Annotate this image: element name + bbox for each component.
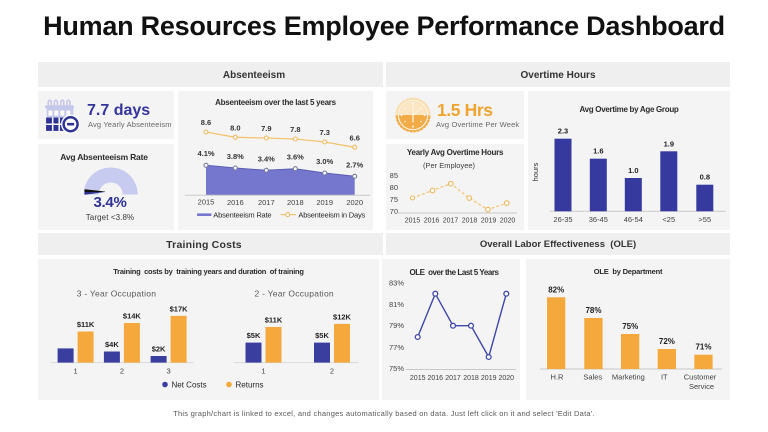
svg-text:2015: 2015 xyxy=(405,218,421,225)
svg-text:26-35: 26-35 xyxy=(553,215,572,224)
svg-text:1.6: 1.6 xyxy=(593,147,603,156)
svg-text:36-45: 36-45 xyxy=(589,215,608,224)
svg-text:1.9: 1.9 xyxy=(664,139,674,148)
svg-text:75: 75 xyxy=(390,195,398,204)
svg-text:Sales: Sales xyxy=(583,373,602,382)
svg-text:Absenteeism in Days: Absenteeism in Days xyxy=(298,210,365,219)
svg-text:7.9: 7.9 xyxy=(261,124,271,133)
svg-text:2018: 2018 xyxy=(287,198,304,207)
svg-text:1: 1 xyxy=(261,367,265,376)
svg-text:3.4%: 3.4% xyxy=(258,154,275,163)
svg-text:2018: 2018 xyxy=(463,375,479,382)
svg-text:77%: 77% xyxy=(389,343,404,352)
svg-text:3 - Year Occupation: 3 - Year Occupation xyxy=(77,289,156,299)
svg-text:79%: 79% xyxy=(389,321,404,330)
svg-text:$11K: $11K xyxy=(77,320,95,329)
svg-text:2018: 2018 xyxy=(462,218,478,225)
svg-text:80: 80 xyxy=(390,183,398,192)
svg-text:2017: 2017 xyxy=(258,198,275,207)
svg-text:6.6: 6.6 xyxy=(349,133,359,142)
svg-text:2019: 2019 xyxy=(316,198,333,207)
svg-text:75%: 75% xyxy=(389,364,404,373)
svg-text:2019: 2019 xyxy=(481,375,497,382)
svg-text:Customer: Customer xyxy=(684,373,717,382)
svg-text:3.6%: 3.6% xyxy=(287,153,304,162)
svg-text:>55: >55 xyxy=(698,215,711,224)
svg-text:2020: 2020 xyxy=(500,218,516,225)
svg-text:$17K: $17K xyxy=(170,304,189,313)
svg-text:7.8: 7.8 xyxy=(290,125,300,134)
svg-text:Marketing: Marketing xyxy=(612,373,645,382)
svg-text:1.0: 1.0 xyxy=(628,166,638,175)
svg-text:hours: hours xyxy=(531,162,540,181)
svg-text:70: 70 xyxy=(390,207,398,216)
svg-text:2016: 2016 xyxy=(428,375,444,382)
svg-text:81%: 81% xyxy=(389,300,404,309)
svg-text:3.8%: 3.8% xyxy=(227,152,244,161)
svg-text:Returns: Returns xyxy=(236,381,264,390)
svg-text:75%: 75% xyxy=(622,322,638,331)
svg-text:4.1%: 4.1% xyxy=(197,149,214,158)
svg-text:1: 1 xyxy=(74,367,78,376)
svg-text:$4K: $4K xyxy=(105,340,119,349)
svg-text:2017: 2017 xyxy=(443,218,459,225)
svg-text:72%: 72% xyxy=(659,337,675,346)
svg-text:2 - Year Occupation: 2 - Year Occupation xyxy=(254,289,333,299)
svg-text:8.6: 8.6 xyxy=(201,118,211,127)
svg-text:82%: 82% xyxy=(548,285,564,294)
svg-text:$5K: $5K xyxy=(247,331,261,340)
svg-text:$2K: $2K xyxy=(152,345,166,354)
svg-text:Net Costs: Net Costs xyxy=(172,381,207,390)
svg-text:2.3: 2.3 xyxy=(558,127,568,136)
svg-text:2016: 2016 xyxy=(424,218,440,225)
svg-text:$11K: $11K xyxy=(265,316,283,325)
svg-text:$5K: $5K xyxy=(315,331,329,340)
svg-text:3.0%: 3.0% xyxy=(316,157,333,166)
svg-text:0.8: 0.8 xyxy=(700,173,710,182)
svg-text:71%: 71% xyxy=(695,343,711,352)
svg-text:2020: 2020 xyxy=(499,375,515,382)
svg-text:46-54: 46-54 xyxy=(624,215,643,224)
svg-text:78%: 78% xyxy=(585,306,601,315)
svg-text:2015: 2015 xyxy=(198,198,215,207)
svg-text:2019: 2019 xyxy=(481,218,497,225)
svg-text:2: 2 xyxy=(120,367,124,376)
svg-text:$12K: $12K xyxy=(333,312,352,321)
svg-text:IT: IT xyxy=(661,373,668,382)
svg-text:8.0: 8.0 xyxy=(230,123,240,132)
svg-text:83%: 83% xyxy=(389,279,404,288)
svg-text:2: 2 xyxy=(330,367,334,376)
svg-text:85: 85 xyxy=(390,171,398,180)
svg-text:Absenteeism Rate: Absenteeism Rate xyxy=(213,210,271,219)
svg-text:7.3: 7.3 xyxy=(319,128,329,137)
svg-text:2017: 2017 xyxy=(445,375,461,382)
svg-text:2.7%: 2.7% xyxy=(346,160,363,169)
svg-text:3: 3 xyxy=(167,367,171,376)
svg-text:<25: <25 xyxy=(662,215,675,224)
svg-text:$14K: $14K xyxy=(123,312,142,321)
svg-text:Service: Service xyxy=(689,382,714,391)
svg-text:2015: 2015 xyxy=(410,375,426,382)
svg-text:2016: 2016 xyxy=(227,198,244,207)
svg-text:H.R: H.R xyxy=(551,373,565,382)
svg-text:2020: 2020 xyxy=(346,198,363,207)
